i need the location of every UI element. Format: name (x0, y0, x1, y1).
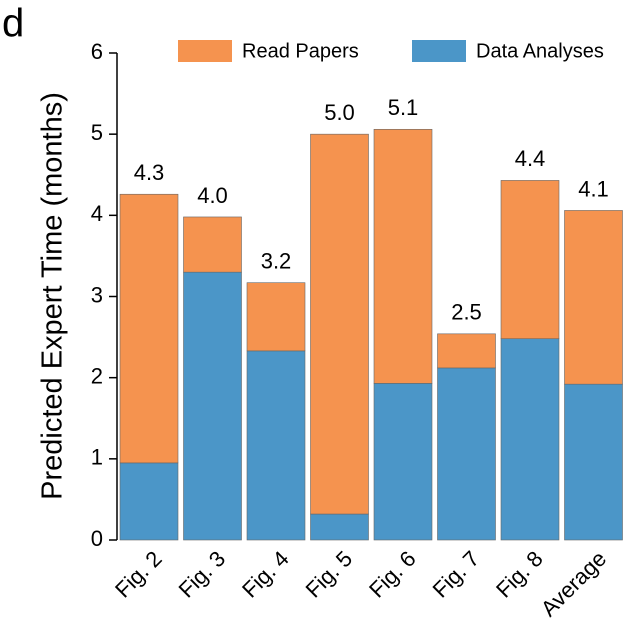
legend-label: Data Analyses (476, 40, 604, 62)
bar-segment (564, 383, 623, 541)
y-tick-label: 1 (91, 445, 103, 470)
y-tick-label: 2 (91, 363, 103, 388)
bar-segment (437, 367, 496, 541)
bar-segment (183, 271, 242, 541)
bar-segment (119, 193, 179, 464)
value-label: 4.0 (197, 183, 228, 208)
x-tick-label: Average (536, 546, 611, 621)
legend-swatch (412, 40, 466, 62)
bar-segment (310, 133, 369, 515)
value-label: 4.3 (134, 160, 165, 185)
legend-label: Read Papers (242, 40, 359, 62)
bar-segment (437, 333, 496, 369)
bar-segment (373, 128, 433, 384)
y-axis-label: Predicted Expert Time (months) (37, 92, 69, 500)
x-tick-label: Fig. 2 (110, 546, 167, 603)
bar-segment (564, 210, 623, 385)
x-tick-label: Fig. 8 (491, 546, 548, 603)
y-tick-label: 4 (91, 201, 103, 226)
x-tick-label: Fig. 4 (237, 546, 294, 603)
bar-segment (119, 462, 179, 541)
value-label: 4.1 (578, 176, 609, 201)
value-label: 2.5 (451, 300, 482, 325)
bar-segment (246, 282, 306, 352)
bar-segment (373, 383, 433, 541)
x-tick-label: Fig. 5 (301, 546, 358, 603)
bar-segment (500, 180, 560, 340)
value-label: 3.2 (261, 249, 292, 274)
bar-segment (500, 338, 560, 541)
value-label: 5.1 (388, 95, 419, 120)
value-label: 4.4 (515, 146, 546, 171)
x-tick-label: Fig. 6 (364, 546, 421, 603)
bar-segment (310, 513, 369, 541)
y-tick-label: 6 (91, 39, 103, 64)
y-tick-label: 5 (91, 120, 103, 145)
x-tick-label: Fig. 7 (428, 546, 485, 603)
bar-segment (183, 216, 242, 273)
panel-label: d (2, 2, 24, 46)
legend-swatch (178, 40, 232, 62)
y-tick-label: 3 (91, 282, 103, 307)
y-tick-label: 0 (91, 526, 103, 551)
x-tick-label: Fig. 3 (174, 546, 231, 603)
value-label: 5.0 (324, 100, 355, 125)
bar-segment (246, 350, 306, 541)
